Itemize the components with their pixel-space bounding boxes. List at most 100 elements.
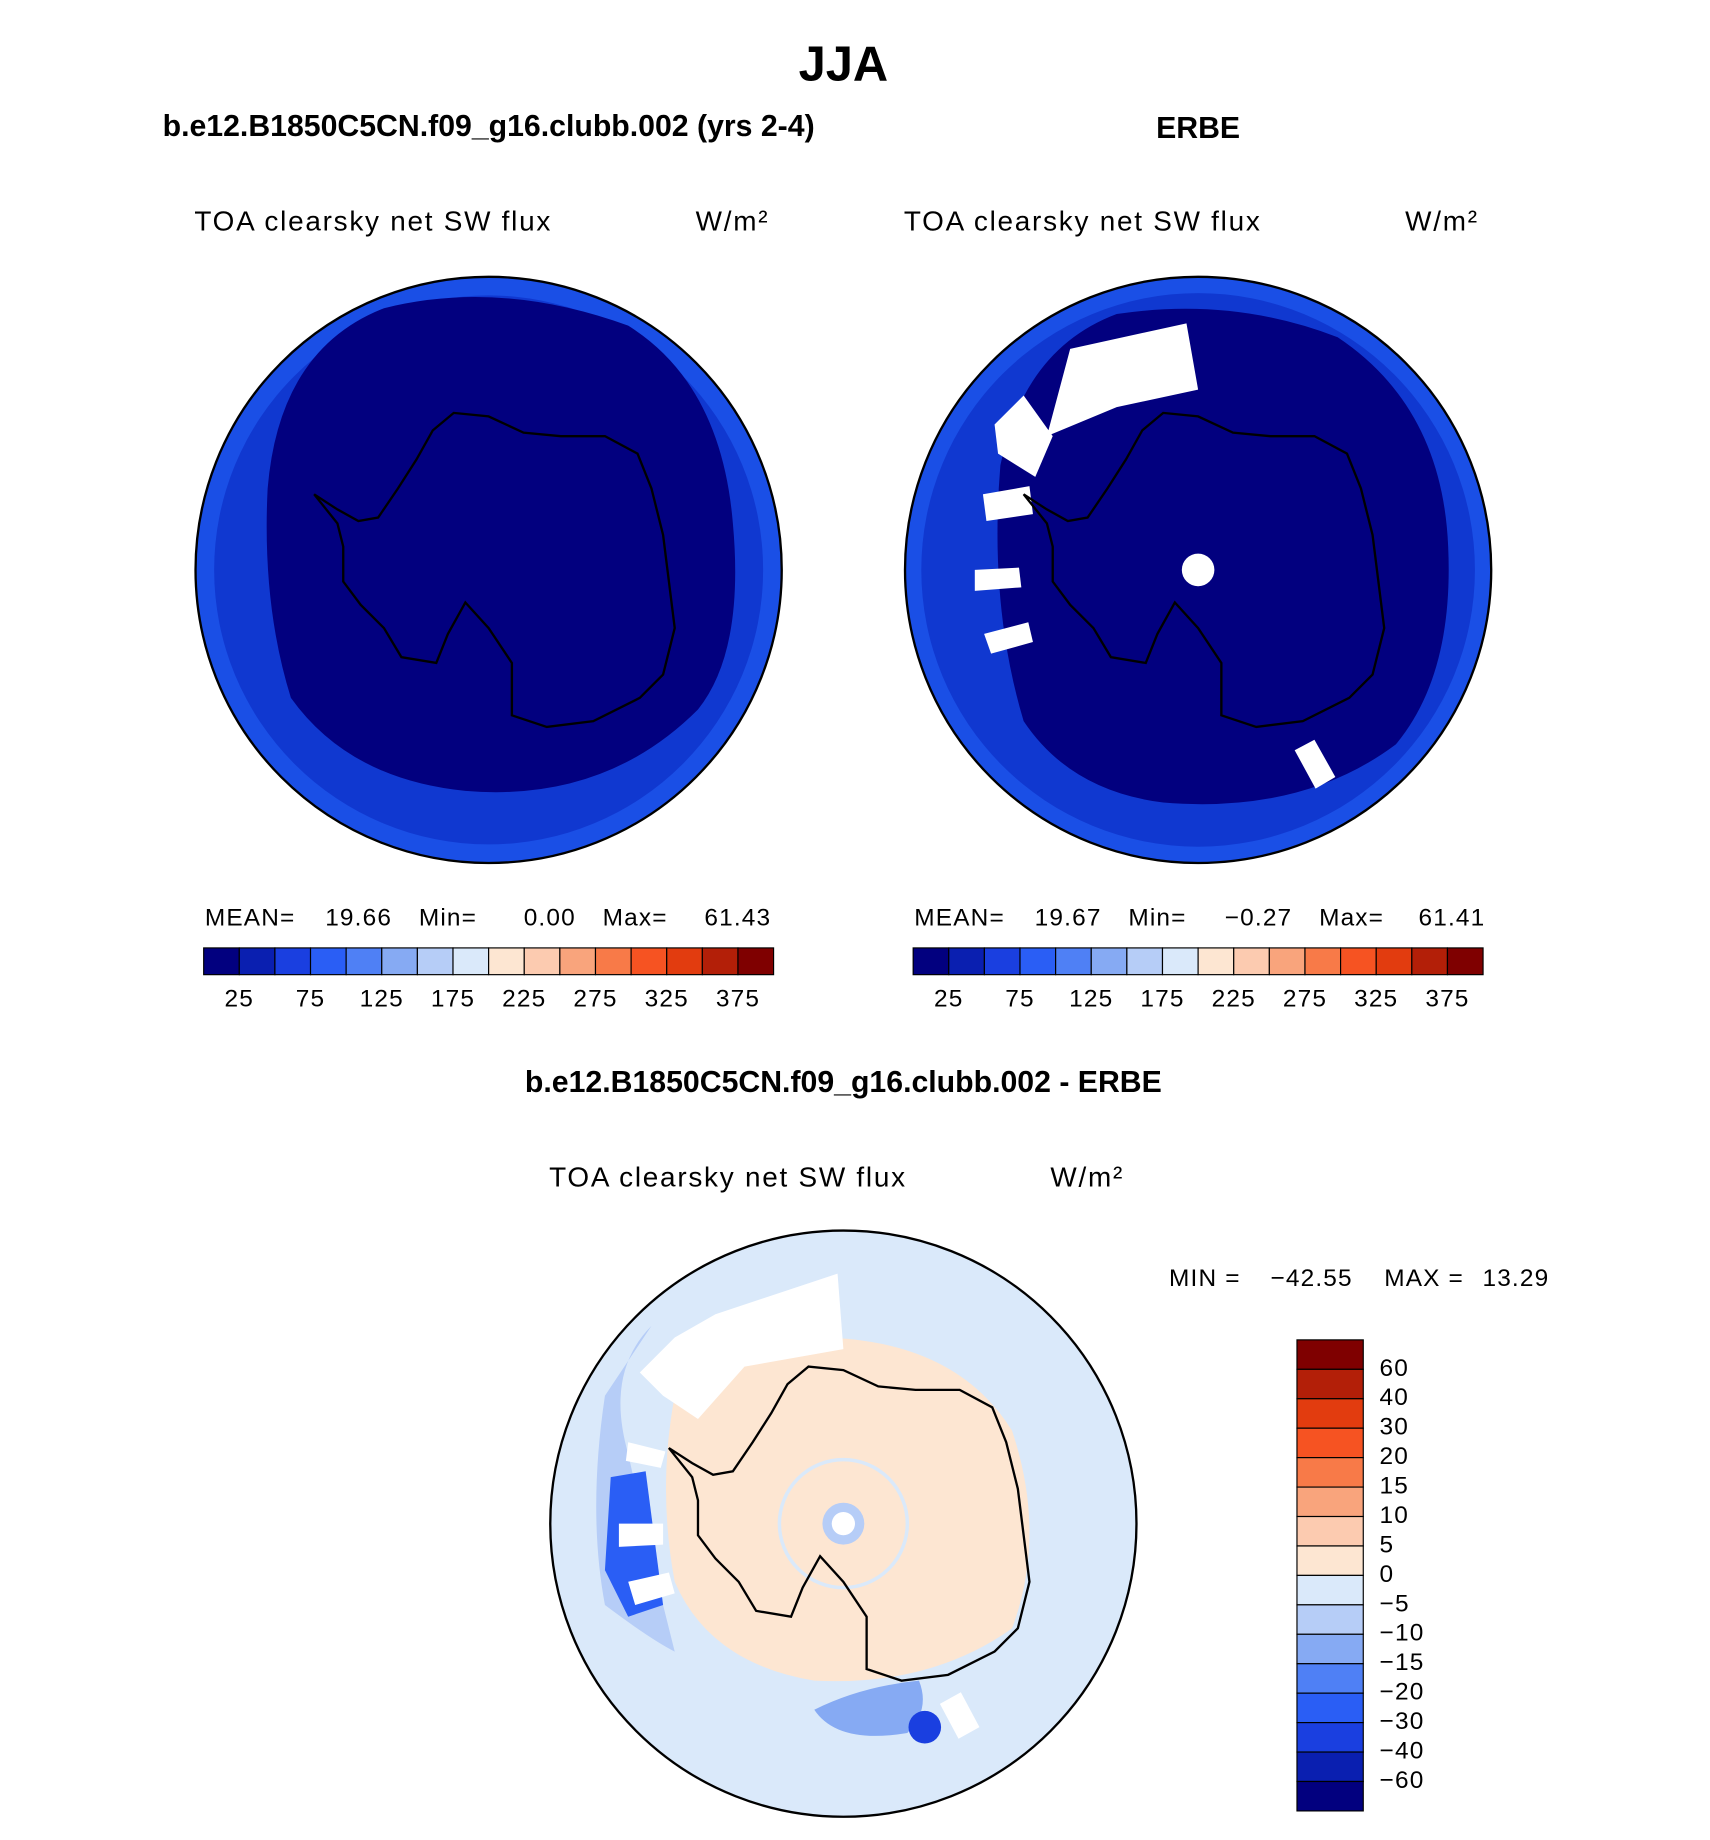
plot-title: TOA clearsky net SW flux [549, 1162, 907, 1193]
colorbar-box [1296, 1604, 1364, 1635]
colorbar-box [983, 947, 1021, 976]
colorbar-box [666, 947, 703, 976]
stat-label: MEAN= [205, 904, 296, 931]
colorbar-label: 25 [934, 986, 963, 1013]
colorbar-label: 375 [1425, 986, 1469, 1013]
colorbar-box [1296, 1398, 1364, 1429]
colorbar-label: 225 [1212, 986, 1256, 1013]
colorbar-box [1296, 1722, 1364, 1753]
colorbar-label: 125 [360, 986, 404, 1013]
colorbar-box [1296, 1692, 1364, 1724]
colorbar-box [1296, 1780, 1364, 1812]
stat-label: Max= [1319, 904, 1384, 931]
map-border [194, 275, 783, 865]
map-diff [550, 1230, 1137, 1817]
panel-title: ERBE [1156, 112, 1240, 145]
units: W/m² [1405, 206, 1479, 237]
colorbar-box [1296, 1427, 1364, 1459]
stat-value: 13.29 [1482, 1265, 1549, 1292]
panel-title: b.e12.B1850C5CN.f09_g16.clubb.002 (yrs 2… [163, 110, 815, 143]
colorbar-label: −15 [1380, 1649, 1425, 1676]
colorbar-box [912, 947, 950, 976]
stat-value: −0.27 [1225, 904, 1293, 931]
colorbar-label: −60 [1380, 1767, 1425, 1794]
colorbar-box [1233, 947, 1270, 976]
colorbar-box [416, 947, 454, 976]
colorbar-box [1296, 1368, 1364, 1400]
stat-label: MAX = [1384, 1265, 1464, 1292]
colorbar-box [274, 947, 312, 976]
plot-title: TOA clearsky net SW flux [194, 206, 552, 237]
colorbar-label: 275 [1283, 986, 1327, 1013]
colorbar-box [559, 947, 597, 976]
colorbar-box [1197, 947, 1235, 976]
stat-value: −42.55 [1270, 1265, 1352, 1292]
colorbar-label: −40 [1380, 1737, 1425, 1764]
colorbar-label: −10 [1380, 1620, 1425, 1647]
stat-label: Min= [1128, 904, 1186, 931]
colorbar-box [1296, 1663, 1364, 1694]
stat-label: MIN = [1169, 1265, 1241, 1292]
colorbar-label: 275 [573, 986, 617, 1013]
colorbar-label: 75 [1005, 986, 1034, 1013]
colorbar-label: 175 [1140, 986, 1184, 1013]
stat-label: Min= [419, 904, 477, 931]
stat-value: 19.67 [1035, 904, 1102, 931]
colorbar-box [1090, 947, 1128, 976]
colorbar-box [701, 947, 739, 976]
colorbar-label: 40 [1380, 1384, 1409, 1411]
stat-value: 19.66 [325, 904, 392, 931]
map-border [903, 275, 1493, 865]
colorbar-label: 30 [1380, 1414, 1409, 1441]
colorbar-label: 225 [502, 986, 546, 1013]
colorbar-box [1375, 947, 1413, 976]
colorbar-label: 375 [716, 986, 760, 1013]
colorbar-box [1296, 1515, 1364, 1547]
colorbar-label: −5 [1380, 1590, 1410, 1617]
map-model [195, 276, 782, 864]
figure-title: JJA [799, 37, 889, 91]
colorbar-label: 25 [225, 986, 254, 1013]
stat-label: MEAN= [914, 904, 1005, 931]
plot-title: TOA clearsky net SW flux [904, 206, 1262, 237]
units: W/m² [1050, 1162, 1124, 1193]
colorbar-label: 125 [1069, 986, 1113, 1013]
colorbar-box [1296, 1486, 1364, 1518]
stat-value: 61.41 [1419, 904, 1486, 931]
colorbar-box [1019, 947, 1057, 976]
colorbar-box [381, 947, 418, 976]
colorbar-box [737, 947, 775, 976]
colorbar-label: 60 [1380, 1355, 1409, 1382]
colorbar-label: 20 [1380, 1443, 1409, 1470]
panel-title: b.e12.B1850C5CN.f09_g16.clubb.002 - ERBE [525, 1066, 1162, 1099]
colorbar-box [488, 947, 525, 976]
colorbar-box [1296, 1545, 1364, 1576]
colorbar-box [948, 947, 985, 976]
stat-value: 61.43 [704, 904, 771, 931]
stat-label: Max= [603, 904, 668, 931]
units: W/m² [696, 206, 770, 237]
colorbar-label: 15 [1380, 1473, 1409, 1500]
colorbar-box [345, 947, 383, 976]
colorbar-box [1340, 947, 1377, 976]
colorbar-box [523, 947, 561, 976]
colorbar-label: 0 [1380, 1561, 1395, 1588]
colorbar-box [630, 947, 668, 976]
colorbar-box [1296, 1457, 1364, 1488]
colorbar-label: 325 [1354, 986, 1398, 1013]
colorbar-box [1296, 1751, 1364, 1783]
colorbar-box [309, 947, 347, 976]
colorbar-box [1296, 1574, 1364, 1606]
colorbar-box [1268, 947, 1306, 976]
colorbar-label: 175 [431, 986, 475, 1013]
colorbar-box [452, 947, 490, 976]
colorbar-box [1161, 947, 1199, 976]
colorbar-label: 10 [1380, 1502, 1409, 1529]
colorbar-label: −30 [1380, 1708, 1425, 1735]
stat-value: 0.00 [524, 904, 576, 931]
colorbar-label: 5 [1380, 1531, 1395, 1558]
colorbar-label: −20 [1380, 1679, 1425, 1706]
colorbar-box [1411, 947, 1449, 976]
colorbar-box [1296, 1633, 1364, 1665]
